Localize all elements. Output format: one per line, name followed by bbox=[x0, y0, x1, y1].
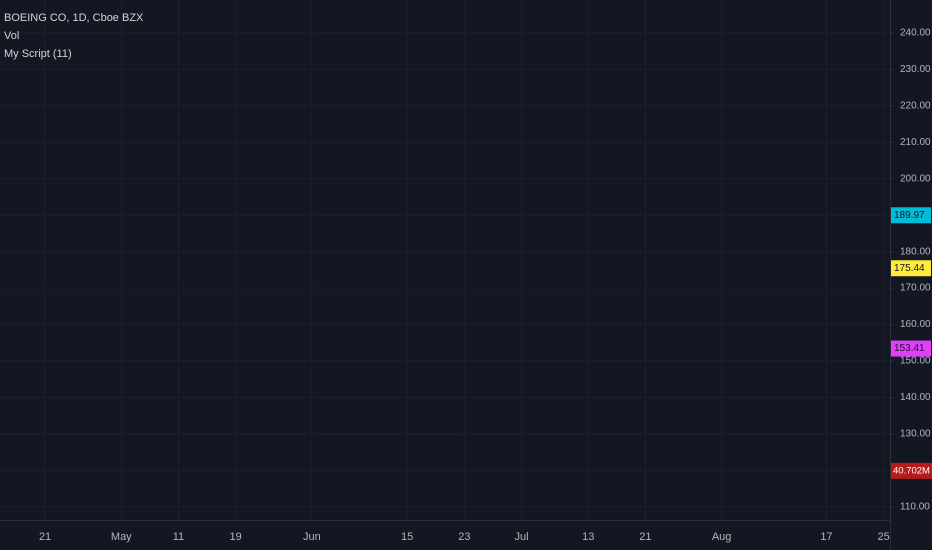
chart-title: BOEING CO, 1D, Cboe BZX bbox=[4, 12, 144, 24]
price-label: 189.97 bbox=[894, 210, 925, 221]
y-tick-label: 210.00 bbox=[900, 137, 931, 148]
price-label-box bbox=[891, 340, 931, 357]
y-tick-label: 160.00 bbox=[900, 319, 931, 330]
volume-label: 40.702M bbox=[893, 465, 930, 476]
x-tick-label: Aug bbox=[712, 531, 732, 543]
y-tick-label: 180.00 bbox=[900, 246, 931, 257]
y-tick-label: 140.00 bbox=[900, 392, 931, 403]
price-label-box bbox=[891, 260, 931, 277]
y-tick-label: 110.00 bbox=[900, 502, 930, 513]
y-tick-label: 150.00 bbox=[900, 356, 931, 367]
indicator-label: Vol bbox=[4, 30, 19, 42]
x-tick-label: 17 bbox=[820, 531, 832, 543]
y-tick-label: 230.00 bbox=[900, 64, 931, 75]
y-tick-label: 130.00 bbox=[900, 429, 931, 440]
y-tick-label: 200.00 bbox=[900, 173, 931, 184]
price-label-box bbox=[891, 207, 931, 224]
x-tick-label: 21 bbox=[39, 531, 51, 543]
x-tick-label: 15 bbox=[401, 531, 413, 543]
axes: 110.00120.00130.00140.00150.00160.00170.… bbox=[39, 27, 932, 543]
y-tick-label: 240.00 bbox=[900, 27, 931, 38]
x-tick-label: 19 bbox=[230, 531, 242, 543]
x-tick-label: Jun bbox=[303, 531, 321, 543]
x-tick-label: 21 bbox=[639, 531, 651, 543]
indicator-label: My Script (11) bbox=[4, 48, 72, 60]
y-tick-label: 220.00 bbox=[900, 100, 931, 111]
x-tick-label: 13 bbox=[582, 531, 594, 543]
x-tick-label: Jul bbox=[514, 531, 528, 543]
x-tick-label: May bbox=[111, 531, 132, 543]
x-tick-label: 23 bbox=[458, 531, 470, 543]
price-label: 175.44 bbox=[894, 263, 925, 274]
y-tick-label: 170.00 bbox=[900, 283, 931, 294]
volume-label-box bbox=[891, 462, 932, 479]
price-label: 153.41 bbox=[894, 343, 925, 354]
x-tick-label: 25 bbox=[877, 531, 889, 543]
grid bbox=[0, 0, 890, 520]
x-tick-label: 11 bbox=[173, 531, 184, 543]
